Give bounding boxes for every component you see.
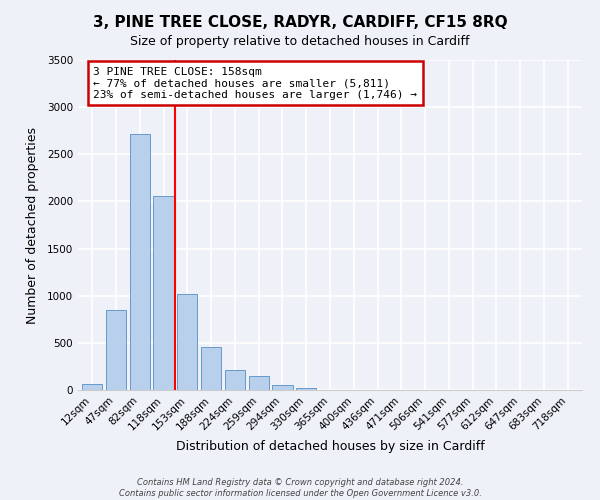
- Bar: [272, 385, 293, 390]
- Bar: [177, 294, 197, 390]
- Bar: [82, 384, 103, 390]
- Text: Contains HM Land Registry data © Crown copyright and database right 2024.
Contai: Contains HM Land Registry data © Crown c…: [119, 478, 481, 498]
- Text: Size of property relative to detached houses in Cardiff: Size of property relative to detached ho…: [130, 35, 470, 48]
- Bar: [248, 376, 269, 390]
- Bar: [130, 134, 150, 390]
- Bar: [201, 346, 221, 390]
- Y-axis label: Number of detached properties: Number of detached properties: [26, 126, 38, 324]
- Bar: [154, 196, 173, 390]
- Bar: [225, 370, 245, 390]
- Bar: [296, 388, 316, 390]
- Text: 3 PINE TREE CLOSE: 158sqm
← 77% of detached houses are smaller (5,811)
23% of se: 3 PINE TREE CLOSE: 158sqm ← 77% of detac…: [93, 66, 417, 100]
- X-axis label: Distribution of detached houses by size in Cardiff: Distribution of detached houses by size …: [176, 440, 484, 453]
- Bar: [106, 310, 126, 390]
- Text: 3, PINE TREE CLOSE, RADYR, CARDIFF, CF15 8RQ: 3, PINE TREE CLOSE, RADYR, CARDIFF, CF15…: [92, 15, 508, 30]
